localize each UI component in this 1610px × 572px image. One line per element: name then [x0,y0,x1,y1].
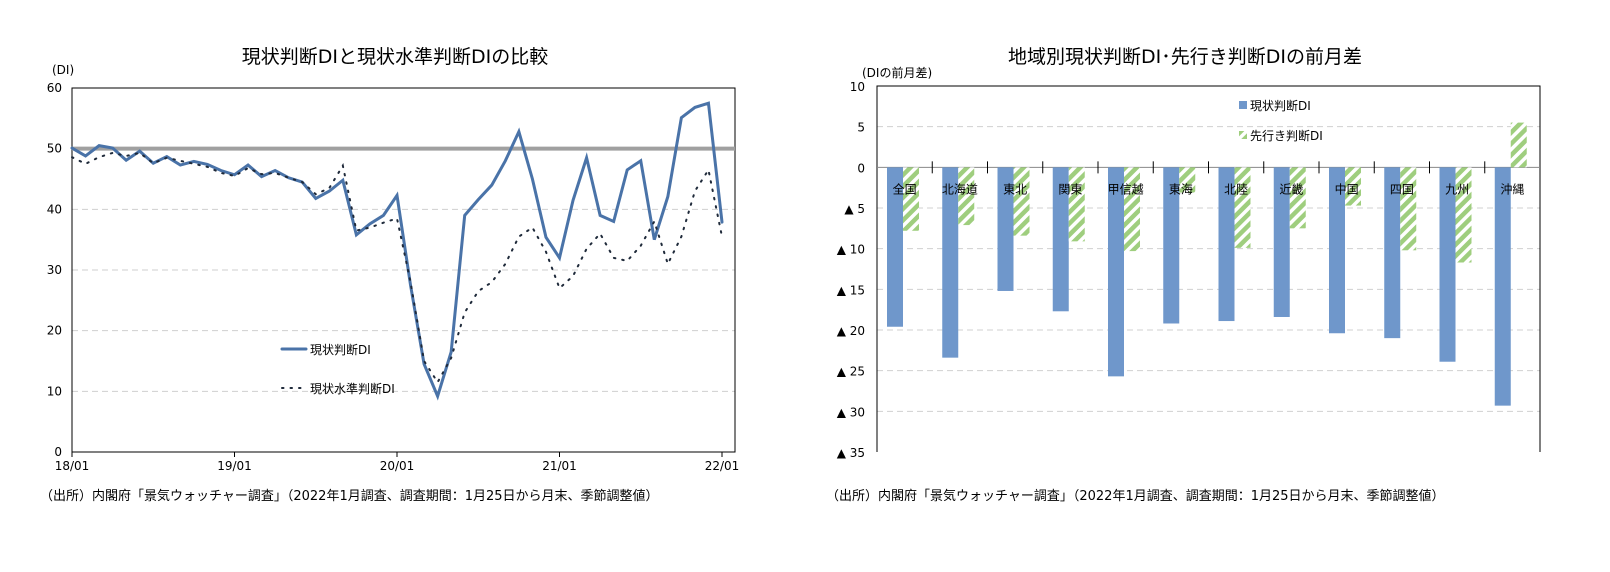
y-tick-label: ▲ 5 [844,202,865,216]
bar-outlook-di [1289,167,1306,229]
x-tick-label: 20/01 [380,459,415,473]
category-label: 東海 [1169,181,1193,196]
category-label: 東北 [1003,182,1027,196]
left-source-note: （出所）内閣府「景気ウォッチャー調査」（2022年1月調査、調査期間：1月25日… [40,488,659,504]
bar-outlook-di [1124,167,1140,252]
bar-outlook-di [1068,167,1085,242]
left-chart: 現状判断DIと現状水準判断DIの比較 (DI) （出所）内閣府「景気ウォッチャー… [40,46,739,504]
bar-current-di [1218,167,1235,322]
y-tick-label: ▲ 10 [837,243,865,257]
category-label: 中国 [1335,181,1359,196]
bar-current-di [1439,167,1456,362]
bar-outlook-di [958,167,975,226]
bar-current-di [1273,167,1290,317]
bar-outlook-di [903,167,919,231]
y-tick-label: 10 [47,384,62,398]
category-label: 全国 [893,181,917,196]
bar-current-di [1052,167,1069,312]
right-chart: 地域別現状判断DI･先行き判断DIの前月差 (DIの前月差) （出所）内閣府「景… [826,46,1541,504]
bar-current-di [887,167,903,327]
bar-outlook-di [1013,167,1030,236]
y-tick-label: ▲ 30 [837,405,865,419]
category-label: 九州 [1445,182,1469,196]
right-chart-title: 地域別現状判断DI･先行き判断DIの前月差 [1008,46,1362,68]
bar-outlook-di [1455,167,1472,263]
series-line-level-di [71,151,723,385]
category-label: 北海道 [942,181,978,196]
y-tick-label: 50 [47,142,62,156]
y-tick-label: ▲ 15 [837,283,865,297]
left-chart-title: 現状判断DIと現状水準判断DIの比較 [242,46,548,68]
bar-outlook-di [1400,167,1417,251]
right-source-note: （出所）内閣府「景気ウォッチャー調査」（2022年1月調査、調査期間：1月25日… [826,488,1445,504]
y-tick-label: 40 [47,202,62,216]
legend-label: 現状水準判断DI [310,381,395,396]
x-tick-label: 18/01 [55,459,90,473]
legend-label: 現状判断DI [310,342,371,357]
plot-area [71,87,736,453]
y-tick-label: 30 [47,263,62,277]
y-tick-label: 10 [850,80,865,94]
bar-outlook-di [1234,167,1251,248]
y-tick-label: 5 [857,121,865,135]
category-label: 沖縄 [1500,181,1524,196]
bar-current-di [1163,167,1180,324]
x-tick-label: 19/01 [217,459,252,473]
bar-current-di [1384,167,1401,339]
bar-outlook-di [1179,167,1196,193]
legend-swatch [1239,131,1247,139]
bar-current-di [1108,167,1124,377]
y-tick-label: 20 [47,324,62,338]
y-tick-label: ▲ 20 [837,324,865,338]
y-tick-label: 60 [47,81,62,95]
category-label: 近畿 [1279,182,1303,196]
x-tick-label: 22/01 [705,459,740,473]
legend-label: 先行き判断DI [1250,128,1323,143]
x-tick-label: 21/01 [542,459,577,473]
bar-current-di [997,167,1014,291]
y-tick-label: ▲ 25 [837,365,865,379]
category-label: 北陸 [1224,182,1248,196]
y-tick-label: 0 [857,161,865,175]
legend-label: 現状判断DI [1250,98,1311,113]
right-y-unit: (DIの前月差) [862,65,932,80]
y-tick-label: ▲ 35 [837,446,865,460]
bar-current-di [1329,167,1345,334]
y-tick-label: 0 [54,445,62,459]
bar-outlook-di [1510,122,1527,168]
bar-outlook-di [1345,167,1361,206]
bar-current-di [1494,167,1511,406]
category-label: 四国 [1390,182,1414,196]
left-y-unit: (DI) [52,63,74,77]
category-label: 甲信越 [1108,182,1144,196]
bar-current-di [942,167,959,358]
category-label: 関東 [1058,182,1082,196]
legend-swatch [1239,101,1247,109]
plot-frame [876,85,1541,452]
